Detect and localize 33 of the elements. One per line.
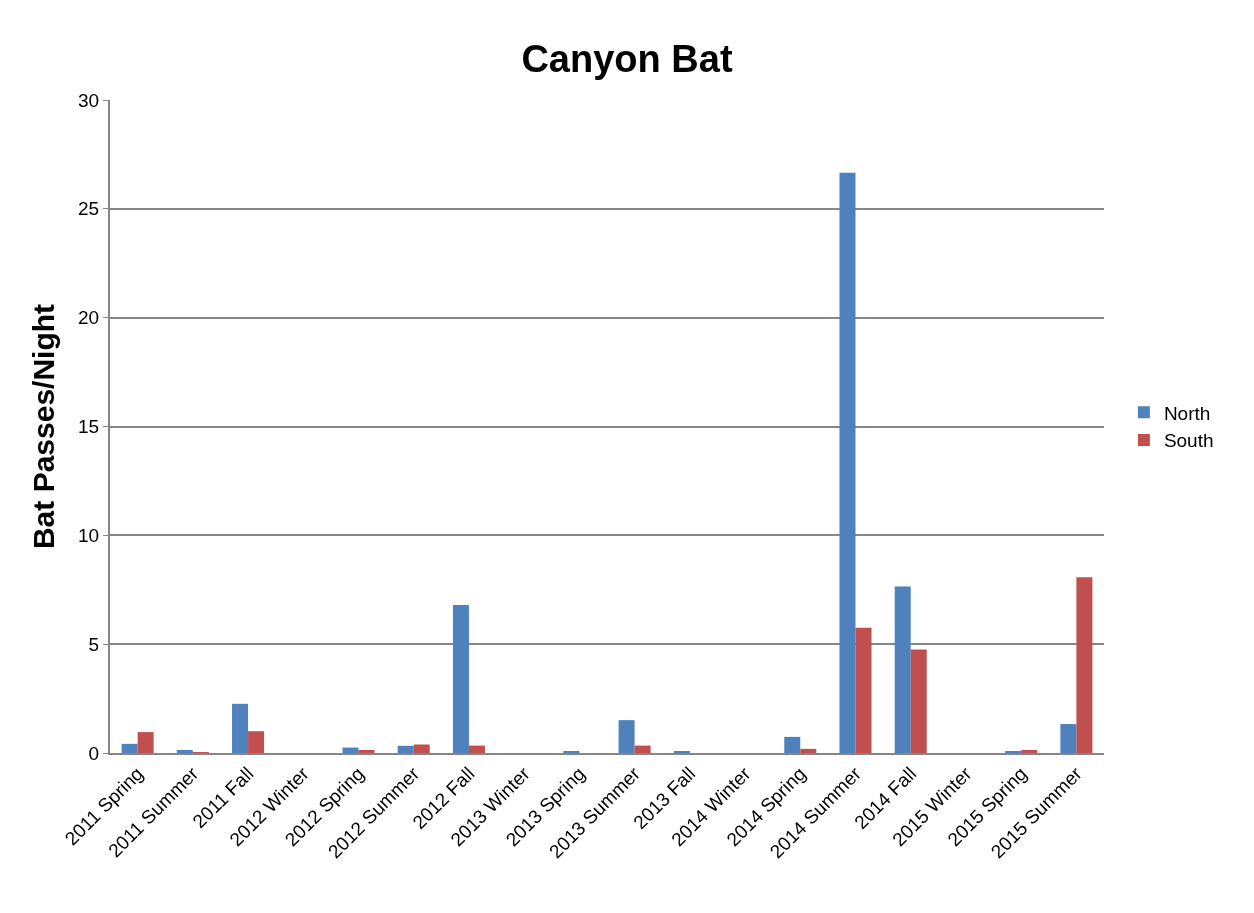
chart-title: Canyon Bat xyxy=(521,38,733,81)
y-tick-label: 20 xyxy=(78,307,100,329)
bar xyxy=(855,627,872,753)
y-axis-title: Bat Passes/Night xyxy=(26,303,60,550)
y-tick-label: 5 xyxy=(88,633,100,655)
bar xyxy=(1076,577,1093,753)
bar xyxy=(176,749,193,753)
bar xyxy=(784,736,801,753)
legend-label: North xyxy=(1163,402,1211,424)
y-tick-label: 25 xyxy=(78,198,100,220)
bar xyxy=(358,749,375,753)
y-tick-label: 15 xyxy=(78,416,100,438)
bar xyxy=(452,604,469,753)
bar xyxy=(800,748,817,753)
bar xyxy=(121,743,138,753)
bar xyxy=(232,703,249,753)
bar xyxy=(413,744,430,753)
bar xyxy=(634,745,651,753)
bar xyxy=(397,745,414,753)
bar xyxy=(618,720,635,753)
bar xyxy=(1021,749,1038,753)
bar xyxy=(137,732,154,753)
bar xyxy=(468,745,485,753)
bar xyxy=(839,172,856,753)
legend-label: South xyxy=(1163,430,1214,452)
bar xyxy=(910,649,927,753)
y-tick-label: 0 xyxy=(88,742,100,764)
bar xyxy=(248,731,265,753)
bar xyxy=(1060,724,1077,753)
bar xyxy=(342,747,359,753)
y-tick-label: 10 xyxy=(78,524,100,546)
y-tick-label: 30 xyxy=(78,89,100,111)
bar xyxy=(894,586,911,753)
